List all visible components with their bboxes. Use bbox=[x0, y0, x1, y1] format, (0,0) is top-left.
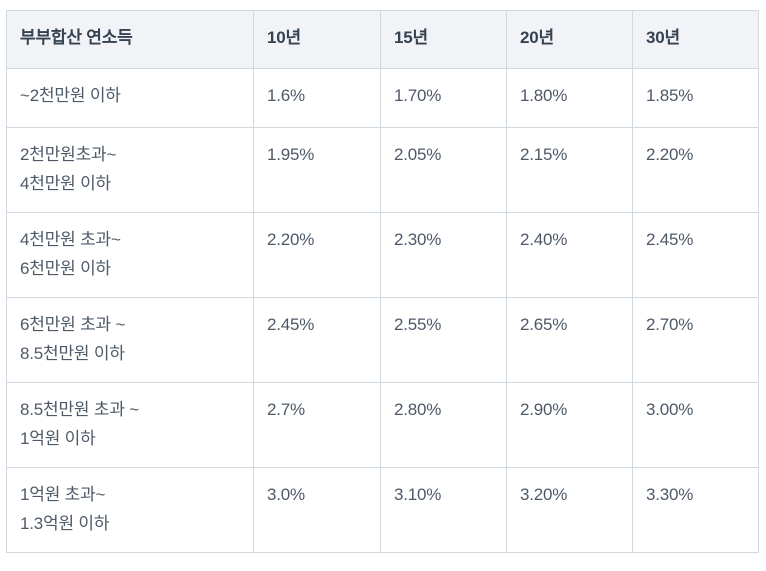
header-cell-term-20y: 20년 bbox=[506, 10, 633, 69]
income-cell: 4천만원 초과~ 6천만원 이하 bbox=[6, 212, 254, 298]
rate-cell: 2.70% bbox=[632, 297, 759, 383]
header-cell-term-15y: 15년 bbox=[380, 10, 507, 69]
rate-cell: 3.30% bbox=[632, 467, 759, 553]
table-row: 4천만원 초과~ 6천만원 이하 2.20% 2.30% 2.40% 2.45% bbox=[6, 212, 759, 298]
rate-cell: 3.10% bbox=[380, 467, 507, 553]
rate-cell: 1.85% bbox=[632, 68, 759, 128]
rate-cell: 2.45% bbox=[632, 212, 759, 298]
income-cell: ~2천만원 이하 bbox=[6, 68, 254, 128]
table-row: 2천만원초과~ 4천만원 이하 1.95% 2.05% 2.15% 2.20% bbox=[6, 127, 759, 213]
header-cell-income: 부부합산 연소득 bbox=[6, 10, 254, 69]
header-row: 부부합산 연소득 10년 15년 20년 30년 bbox=[6, 10, 759, 69]
rate-cell: 2.65% bbox=[506, 297, 633, 383]
rate-cell: 2.55% bbox=[380, 297, 507, 383]
income-cell: 6천만원 초과 ~ 8.5천만원 이하 bbox=[6, 297, 254, 383]
rate-cell: 2.40% bbox=[506, 212, 633, 298]
rate-cell: 2.20% bbox=[632, 127, 759, 213]
table-row: ~2천만원 이하 1.6% 1.70% 1.80% 1.85% bbox=[6, 68, 759, 128]
rate-cell: 2.30% bbox=[380, 212, 507, 298]
income-cell: 8.5천만원 초과 ~ 1억원 이하 bbox=[6, 382, 254, 468]
income-cell: 1억원 초과~ 1.3억원 이하 bbox=[6, 467, 254, 553]
table-row: 8.5천만원 초과 ~ 1억원 이하 2.7% 2.80% 2.90% 3.00… bbox=[6, 382, 759, 468]
rate-cell: 1.6% bbox=[253, 68, 381, 128]
table-row: 1억원 초과~ 1.3억원 이하 3.0% 3.10% 3.20% 3.30% bbox=[6, 467, 759, 553]
rate-cell: 3.0% bbox=[253, 467, 381, 553]
rate-cell: 2.80% bbox=[380, 382, 507, 468]
rate-cell: 3.00% bbox=[632, 382, 759, 468]
income-cell: 2천만원초과~ 4천만원 이하 bbox=[6, 127, 254, 213]
table-row: 6천만원 초과 ~ 8.5천만원 이하 2.45% 2.55% 2.65% 2.… bbox=[6, 297, 759, 383]
interest-rate-table: 부부합산 연소득 10년 15년 20년 30년 ~2천만원 이하 1.6% 1… bbox=[6, 10, 759, 553]
rate-cell: 2.45% bbox=[253, 297, 381, 383]
rate-cell: 2.15% bbox=[506, 127, 633, 213]
header-cell-term-10y: 10년 bbox=[253, 10, 381, 69]
rate-cell: 3.20% bbox=[506, 467, 633, 553]
rate-cell: 2.90% bbox=[506, 382, 633, 468]
rate-cell: 1.95% bbox=[253, 127, 381, 213]
rate-cell: 2.7% bbox=[253, 382, 381, 468]
rate-cell: 1.80% bbox=[506, 68, 633, 128]
rate-cell: 2.20% bbox=[253, 212, 381, 298]
rate-cell: 1.70% bbox=[380, 68, 507, 128]
header-cell-term-30y: 30년 bbox=[632, 10, 759, 69]
rate-cell: 2.05% bbox=[380, 127, 507, 213]
